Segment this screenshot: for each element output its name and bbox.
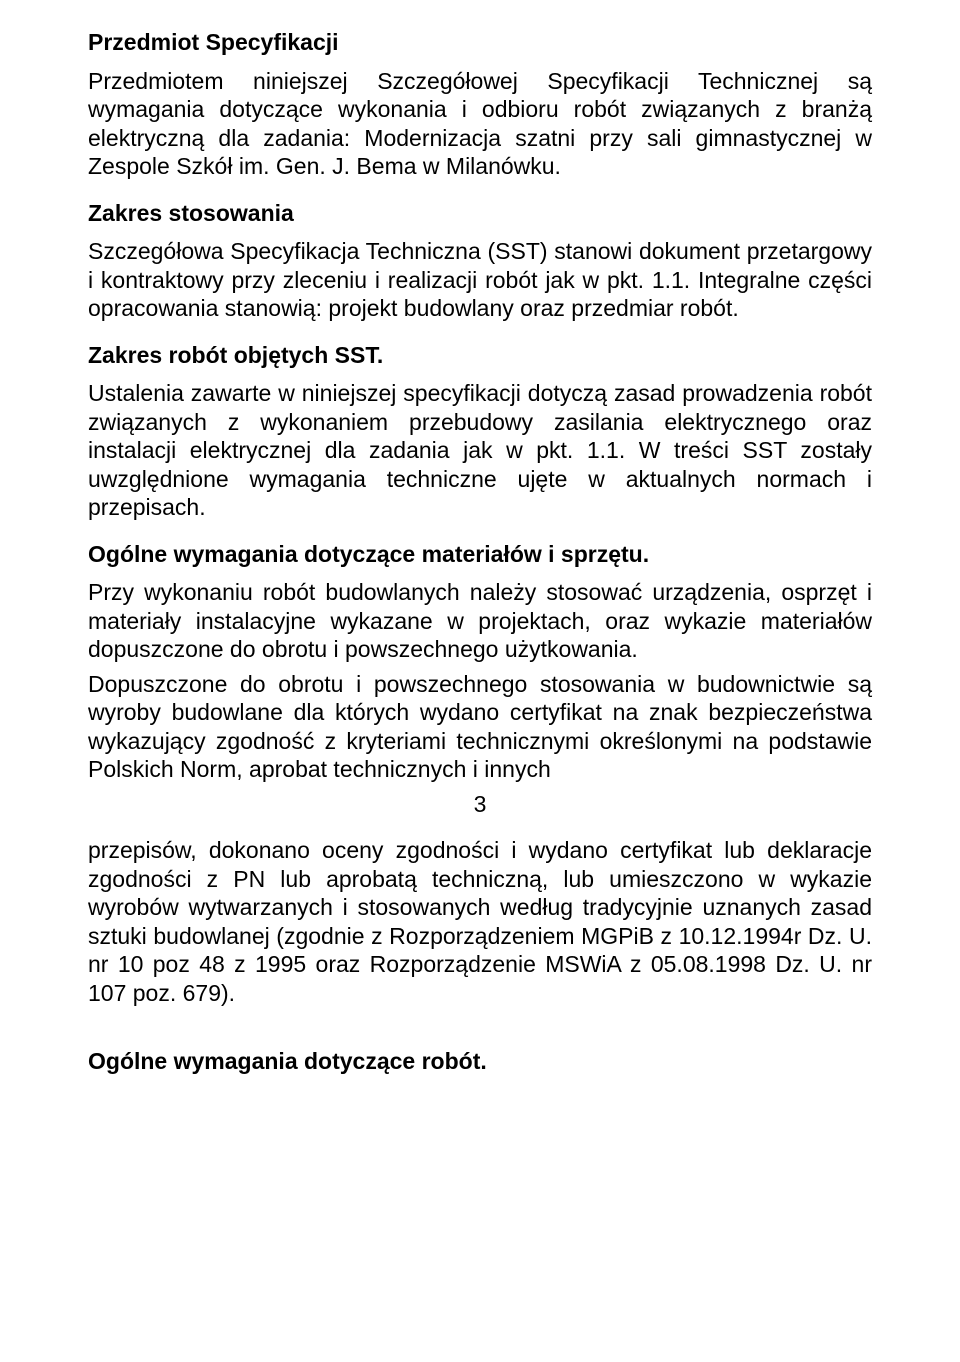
page-number: 3 bbox=[88, 790, 872, 819]
section-body-materials-3: przepisów, dokonano oceny zgodności i wy… bbox=[88, 836, 872, 1007]
section-body-scope-works: Ustalenia zawarte w niniejszej specyfika… bbox=[88, 379, 872, 522]
section-heading-works-general: Ogólne wymagania dotyczące robót. bbox=[88, 1047, 872, 1076]
section-body-materials-1: Przy wykonaniu robót budowlanych należy … bbox=[88, 578, 872, 664]
document-page: Przedmiot Specyfikacji Przedmiotem ninie… bbox=[0, 0, 960, 1362]
section-body-subject: Przedmiotem niniejszej Szczegółowej Spec… bbox=[88, 67, 872, 181]
section-body-materials-2: Dopuszczone do obrotu i powszechnego sto… bbox=[88, 670, 872, 784]
section-body-scope-use: Szczegółowa Specyfikacja Techniczna (SST… bbox=[88, 237, 872, 323]
section-heading-subject: Przedmiot Specyfikacji bbox=[88, 28, 872, 57]
section-heading-scope-works: Zakres robót objętych SST. bbox=[88, 341, 872, 370]
section-heading-materials: Ogólne wymagania dotyczące materiałów i … bbox=[88, 540, 872, 569]
section-heading-scope-use: Zakres stosowania bbox=[88, 199, 872, 228]
